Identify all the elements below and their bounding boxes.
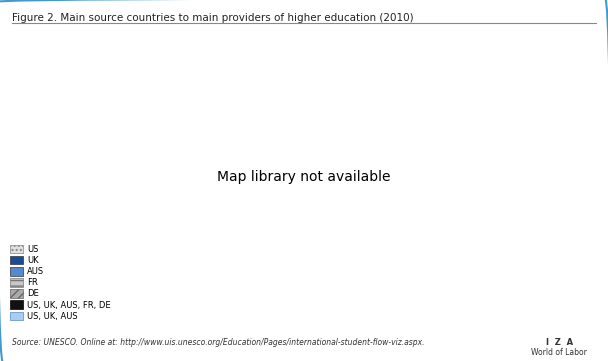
Text: Figure 2. Main source countries to main providers of higher education (2010): Figure 2. Main source countries to main … bbox=[12, 13, 414, 23]
Text: I  Z  A: I Z A bbox=[546, 338, 573, 347]
Text: World of Labor: World of Labor bbox=[531, 348, 587, 357]
Legend: US, UK, AUS, FR, DE, US, UK, AUS, FR, DE, US, UK, AUS: US, UK, AUS, FR, DE, US, UK, AUS, FR, DE… bbox=[10, 245, 111, 321]
Text: Source: UNESCO. Online at: http://www.uis.unesco.org/Education/Pages/internation: Source: UNESCO. Online at: http://www.ui… bbox=[12, 338, 424, 347]
Text: Map library not available: Map library not available bbox=[217, 170, 391, 184]
